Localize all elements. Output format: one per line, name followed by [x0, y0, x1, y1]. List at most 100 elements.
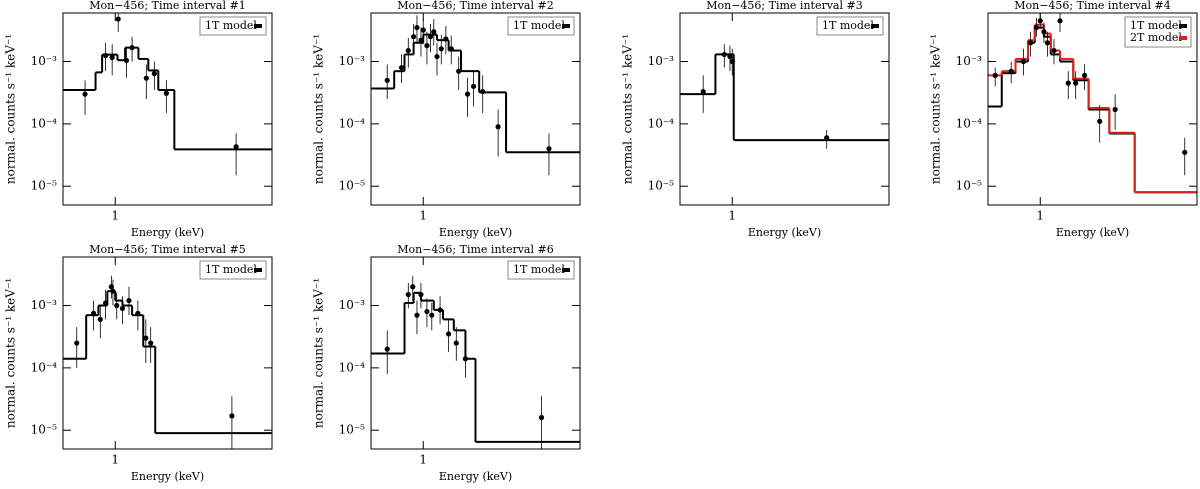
data-point [424, 308, 430, 315]
panel-title: Mon−456; Time interval #5 [89, 243, 245, 256]
panel-title: Mon−456; Time interval #1 [89, 0, 245, 12]
y-tick-label: 10⁻³ [956, 54, 983, 68]
data-point [424, 43, 430, 49]
panel-title: Mon−456; Time interval #2 [397, 0, 553, 12]
y-tick-label: 10⁻⁴ [648, 116, 675, 130]
plot-area [63, 275, 272, 449]
data-point [74, 340, 80, 346]
legend-box [507, 260, 575, 280]
legend-label: 1T model [822, 19, 874, 32]
data-point [103, 52, 109, 59]
data-point [438, 46, 444, 52]
data-point [1112, 106, 1118, 113]
data-point [384, 346, 390, 352]
legend-swatch [254, 24, 262, 28]
data-point [90, 310, 97, 316]
y-tick-label: 10⁻³ [31, 54, 58, 68]
x-tick-label: 1 [728, 209, 736, 223]
data-point [233, 144, 239, 150]
y-axis-label: normal. counts s⁻¹ keV⁻¹ [312, 278, 326, 428]
y-axis-label: normal. counts s⁻¹ keV⁻¹ [621, 34, 635, 184]
panel-title: Mon−456; Time interval #4 [1014, 0, 1170, 12]
data-point [462, 356, 469, 362]
data-point [126, 297, 132, 304]
data-point [1097, 118, 1103, 124]
plot-area [680, 44, 889, 149]
plot-area [63, 13, 272, 176]
y-tick-label: 10⁻⁴ [339, 360, 366, 374]
y-tick-label: 10⁻³ [339, 54, 366, 68]
legend-label: 1T model [513, 263, 565, 276]
legend-box [507, 16, 575, 36]
legend-label: 1T model [513, 19, 565, 32]
data-point [414, 312, 420, 318]
data-point [97, 316, 103, 322]
x-tick-label: 1 [111, 209, 119, 223]
x-axis-label: Energy (keV) [1056, 226, 1129, 239]
data-point [448, 46, 454, 52]
legend-box [816, 16, 884, 36]
data-point [109, 54, 115, 61]
data-point [729, 58, 735, 65]
plot-area [988, 13, 1197, 194]
legend-box [1124, 16, 1192, 48]
data-point [384, 77, 390, 83]
legend-label: 1T model [1130, 19, 1182, 32]
plot-frame [370, 12, 581, 206]
data-point [405, 291, 411, 298]
data-point [700, 88, 706, 95]
data-point [143, 75, 149, 81]
x-axis-label: Energy (keV) [748, 226, 821, 239]
x-tick-label: 1 [419, 453, 427, 467]
legend-swatch [1179, 36, 1187, 40]
x-axis-label: Energy (keV) [439, 470, 512, 483]
data-point [721, 51, 727, 58]
data-point [443, 36, 449, 42]
y-axis-label: normal. counts s⁻¹ keV⁻¹ [929, 34, 943, 184]
data-point [115, 16, 121, 22]
y-tick-label: 10⁻³ [648, 54, 675, 68]
data-point [1051, 47, 1057, 54]
data-point [411, 34, 417, 40]
data-point [1065, 80, 1071, 86]
data-point [437, 307, 443, 313]
data-point [123, 57, 130, 64]
data-point [824, 135, 830, 141]
y-tick-label: 10⁻⁴ [31, 116, 58, 130]
y-axis-label: normal. counts s⁻¹ keV⁻¹ [4, 278, 18, 428]
panel-title: Mon−456; Time interval #3 [706, 0, 862, 12]
plot-frame [679, 12, 890, 206]
legend-box [199, 16, 267, 36]
data-point [1033, 24, 1039, 31]
data-point [480, 88, 486, 95]
panel: Mon−456; Time interval #2 Energy (keV) nor… [312, 0, 581, 239]
y-tick-label: 10⁻³ [31, 298, 58, 312]
data-point [405, 47, 411, 54]
data-point [119, 305, 126, 311]
data-point [1028, 40, 1034, 46]
data-point [1057, 18, 1063, 24]
data-point [418, 291, 424, 298]
y-tick-label: 10⁻⁴ [956, 116, 983, 130]
data-point [434, 53, 440, 60]
x-tick-label: 1 [1036, 209, 1044, 223]
y-tick-label: 10⁻⁵ [648, 179, 675, 193]
data-point [429, 312, 435, 318]
data-point [1044, 40, 1051, 46]
x-tick-label: 1 [111, 453, 119, 467]
data-point [1037, 18, 1043, 24]
y-tick-label: 10⁻⁵ [31, 179, 58, 193]
x-axis-label: Energy (keV) [439, 226, 512, 239]
data-point [163, 90, 169, 96]
data-point [992, 72, 998, 78]
panel: Mon−456; Time interval #4 Energy (keV) nor… [929, 0, 1198, 239]
data-point [453, 340, 459, 346]
data-point [82, 91, 88, 97]
data-point [1182, 149, 1188, 155]
data-point [148, 340, 154, 346]
data-point [431, 29, 437, 35]
data-point [114, 302, 120, 309]
legend-swatch [871, 24, 879, 28]
data-point [446, 331, 452, 337]
legend-label: 2T model [1130, 31, 1182, 44]
